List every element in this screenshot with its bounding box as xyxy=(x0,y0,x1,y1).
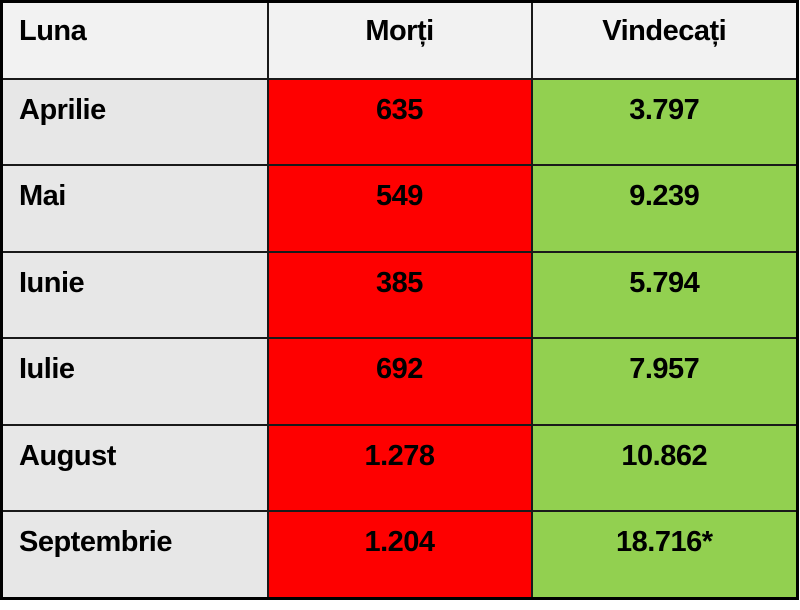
header-row: Luna Morți Vindecați xyxy=(0,0,799,80)
table-row: Iulie 692 7.957 xyxy=(0,337,799,426)
recovered-cell: 9.239 xyxy=(530,164,799,253)
recovered-cell: 10.862 xyxy=(530,423,799,513)
recovered-cell: 7.957 xyxy=(530,337,799,426)
month-cell: Aprilie xyxy=(0,77,269,167)
recovered-cell: 18.716* xyxy=(530,510,799,600)
month-cell: Iulie xyxy=(0,337,269,426)
table-row: August 1.278 10.862 xyxy=(0,423,799,513)
deaths-cell: 1.278 xyxy=(266,423,533,513)
deaths-cell: 635 xyxy=(266,77,533,167)
column-header-recovered: Vindecați xyxy=(530,0,799,80)
deaths-cell: 692 xyxy=(266,337,533,426)
table-row: Iunie 385 5.794 xyxy=(0,250,799,340)
table-row: Aprilie 635 3.797 xyxy=(0,77,799,167)
table-row: Mai 549 9.239 xyxy=(0,164,799,253)
month-cell: Mai xyxy=(0,164,269,253)
month-cell: Iunie xyxy=(0,250,269,340)
deaths-cell: 549 xyxy=(266,164,533,253)
month-cell: Septembrie xyxy=(0,510,269,600)
month-cell: August xyxy=(0,423,269,513)
deaths-cell: 1.204 xyxy=(266,510,533,600)
table-row: Septembrie 1.204 18.716* xyxy=(0,510,799,600)
column-header-month: Luna xyxy=(0,0,269,80)
recovered-cell: 3.797 xyxy=(530,77,799,167)
column-header-deaths: Morți xyxy=(266,0,533,80)
recovered-cell: 5.794 xyxy=(530,250,799,340)
deaths-cell: 385 xyxy=(266,250,533,340)
